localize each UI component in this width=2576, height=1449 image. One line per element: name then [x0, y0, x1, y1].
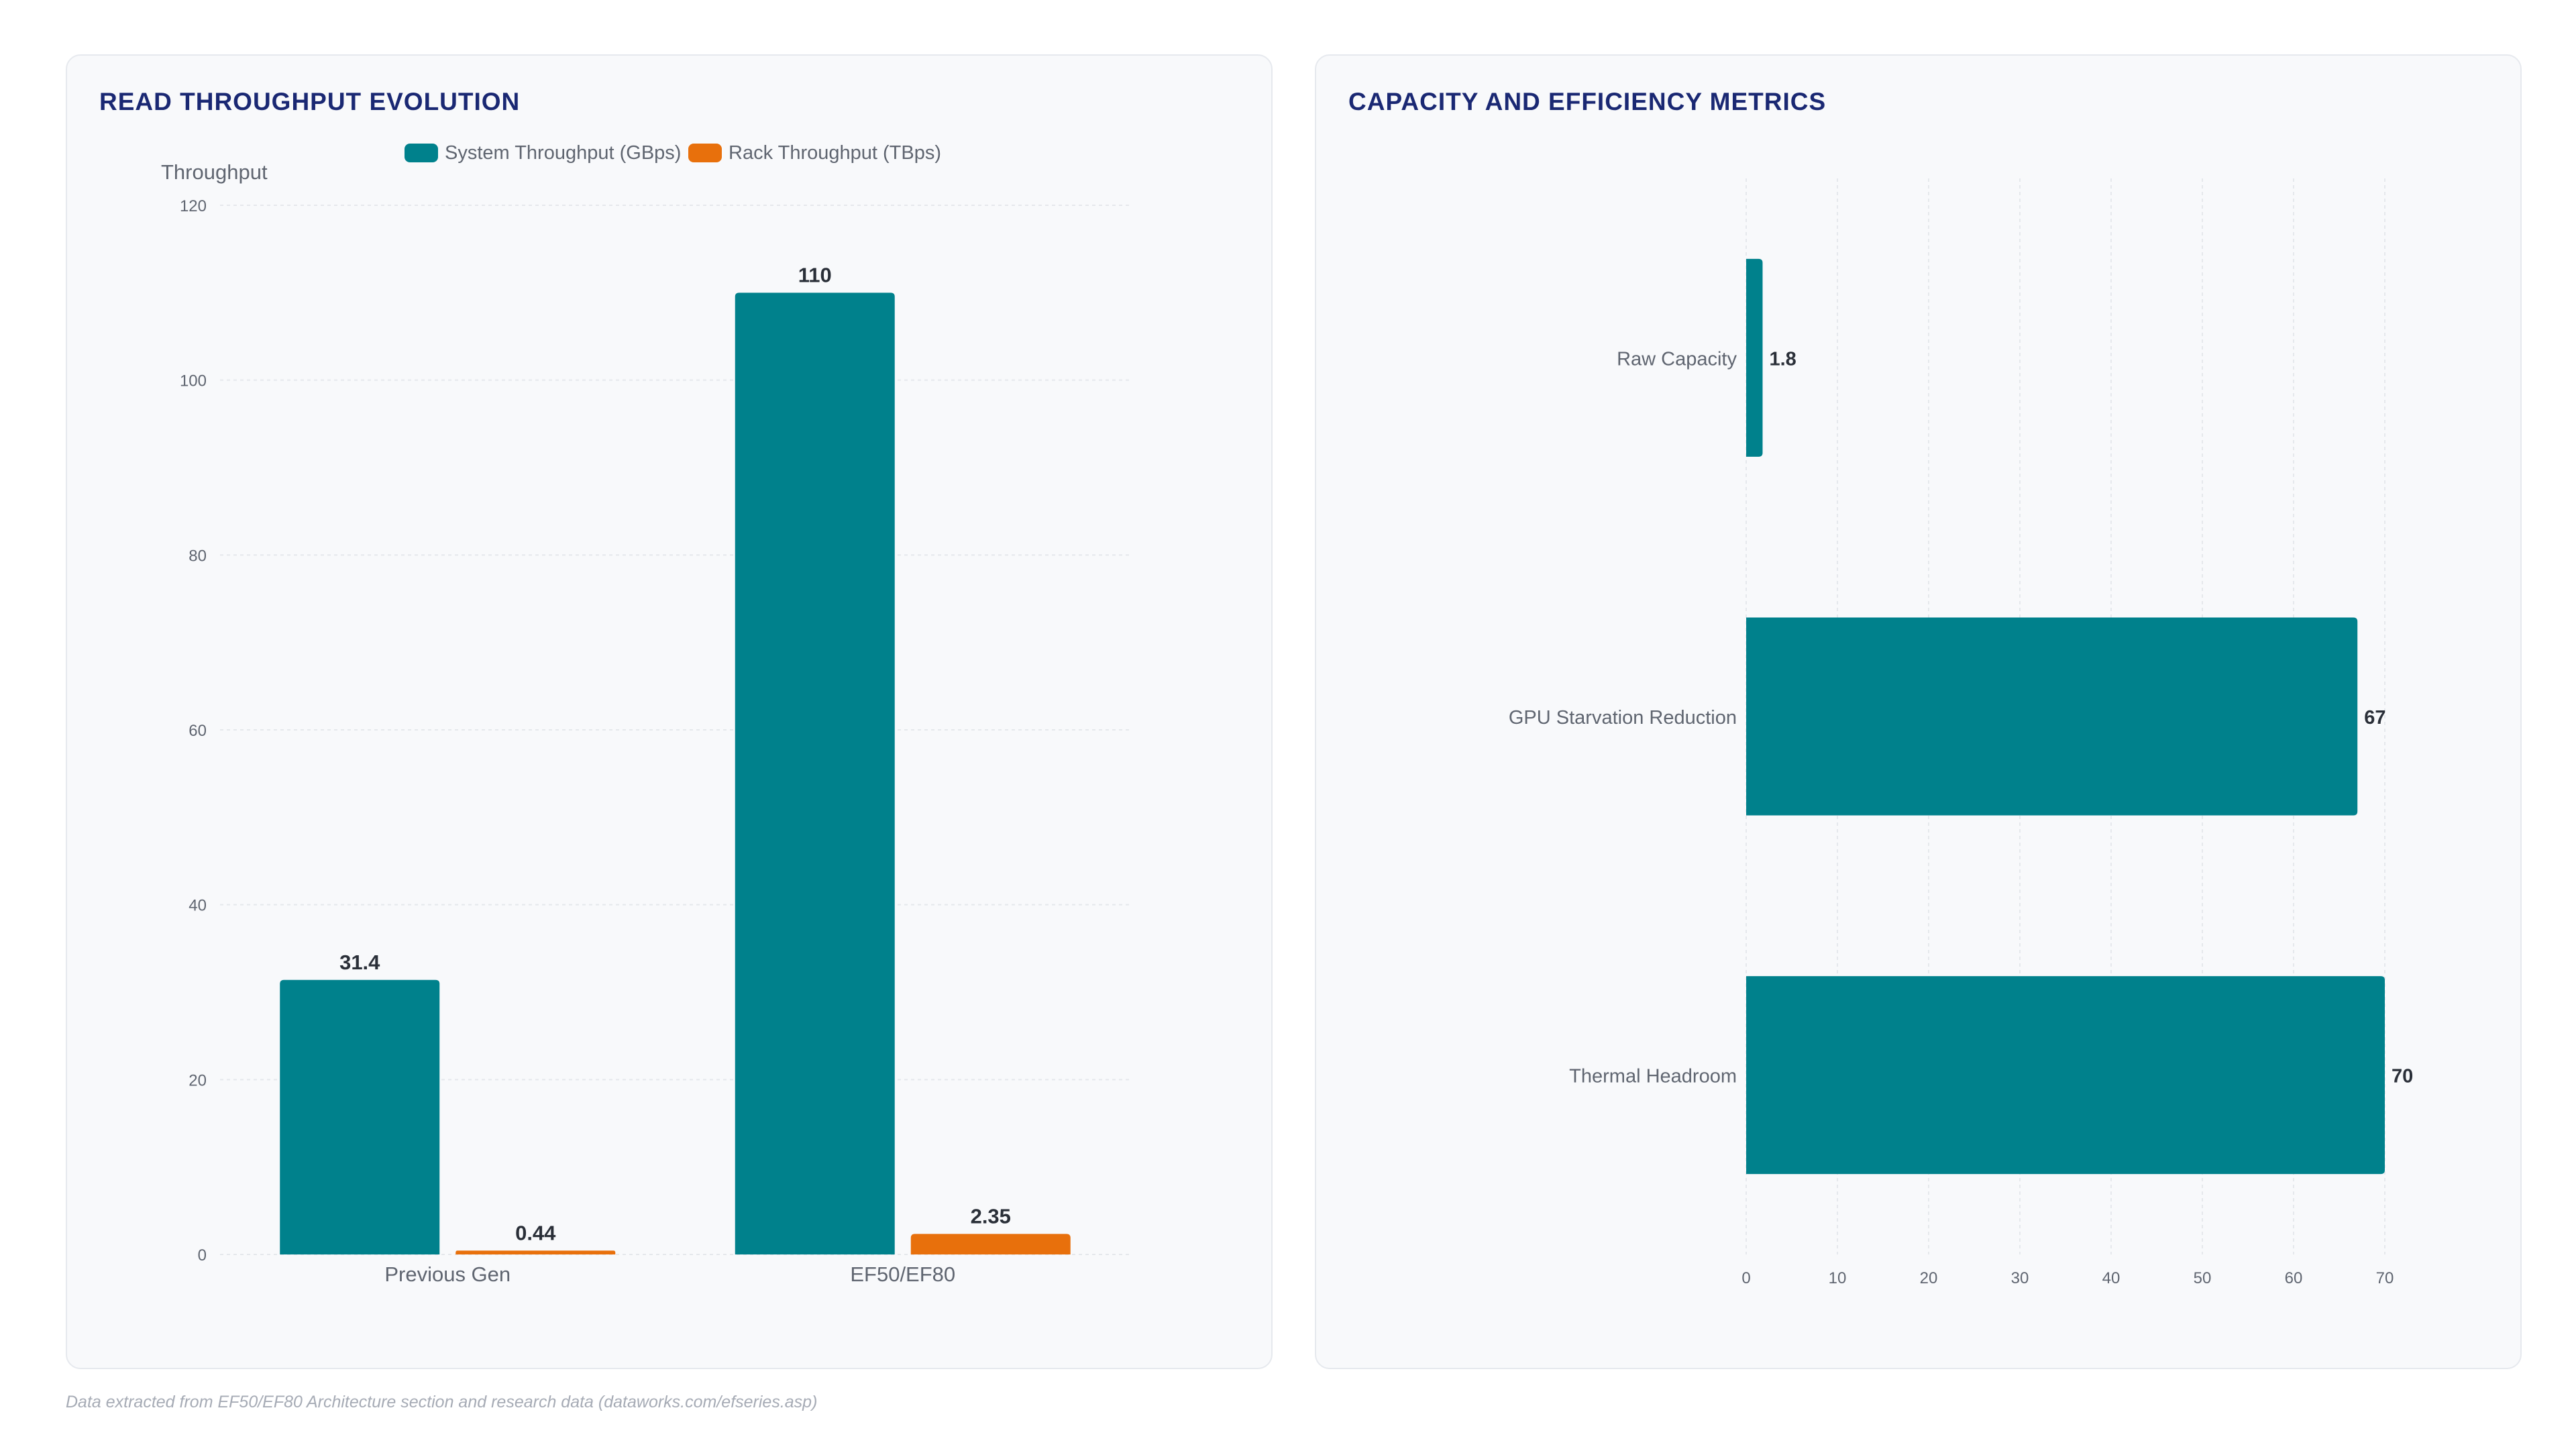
read-throughput-title: READ THROUGHPUT EVOLUTION: [99, 88, 521, 115]
bar: [1746, 258, 1763, 457]
x-tick-label: 70: [2376, 1269, 2394, 1287]
bar: [1746, 976, 2385, 1175]
bar-value-label: 110: [798, 263, 832, 286]
x-tick-label: 50: [2194, 1269, 2212, 1287]
read-throughput-panel: READ THROUGHPUT EVOLUTION Throughput 0 20 4…: [66, 54, 1273, 1369]
y-tick-label: 20: [189, 1071, 207, 1089]
x-tick-label: 40: [2102, 1269, 2121, 1287]
bar: [1746, 617, 2358, 816]
x-tick-label: 0: [1741, 1269, 1750, 1287]
y-tick-label: 40: [189, 897, 207, 915]
y-tick-label: 120: [180, 197, 207, 215]
legend-swatch: [405, 144, 438, 162]
source-footnote: Data extracted from EF50/EF80 Architectu…: [66, 1393, 818, 1411]
bar: [455, 1250, 616, 1254]
bar: [735, 292, 895, 1254]
x-tick-label: 30: [2011, 1269, 2029, 1287]
y-category-label: GPU Starvation Reduction: [1509, 707, 1737, 729]
y-tick-label: 0: [198, 1246, 207, 1265]
bar-value-label: 31.4: [339, 951, 380, 974]
y-category-label: Thermal Headroom: [1569, 1066, 1737, 1087]
bar-value-label: 1.8: [1769, 348, 1796, 370]
x-tick-label: Previous Gen: [384, 1263, 511, 1286]
y-axis-label: Throughput: [161, 160, 268, 184]
capacity-efficiency-panel: CAPACITY AND EFFICIENCY METRICS 0 10 20 30 4…: [1315, 54, 2522, 1369]
y-tick-label: 60: [189, 722, 207, 740]
bar-value-label: 67: [2364, 707, 2385, 729]
y-tick-label: 100: [180, 372, 207, 390]
x-tick-label: 10: [1829, 1269, 1847, 1287]
legend-swatch: [688, 144, 722, 162]
read-throughput-chart: Throughput 0 20 40 60 80 100 120 System Throughp…: [161, 142, 1130, 1286]
bar: [910, 1234, 1071, 1254]
y-category-label: Raw Capacity: [1617, 348, 1737, 370]
y-tick-label: 80: [189, 547, 207, 565]
x-tick-label: EF50/EF80: [850, 1263, 955, 1286]
bar-value-label: 70: [2392, 1066, 2413, 1087]
legend-label: System Throughput (GBps): [445, 142, 681, 164]
capacity-efficiency-chart: 0 10 20 30 40 50 60 70 Raw Capacity 1.8 GPU Starva…: [1509, 178, 2413, 1287]
x-tick-label: 60: [2285, 1269, 2303, 1287]
bar: [280, 979, 440, 1254]
capacity-efficiency-title: CAPACITY AND EFFICIENCY METRICS: [1348, 88, 1827, 115]
bar-value-label: 0.44: [515, 1221, 556, 1244]
bar-value-label: 2.35: [971, 1204, 1011, 1228]
legend-label: Rack Throughput (TBps): [729, 142, 941, 164]
x-tick-label: 20: [1920, 1269, 1938, 1287]
